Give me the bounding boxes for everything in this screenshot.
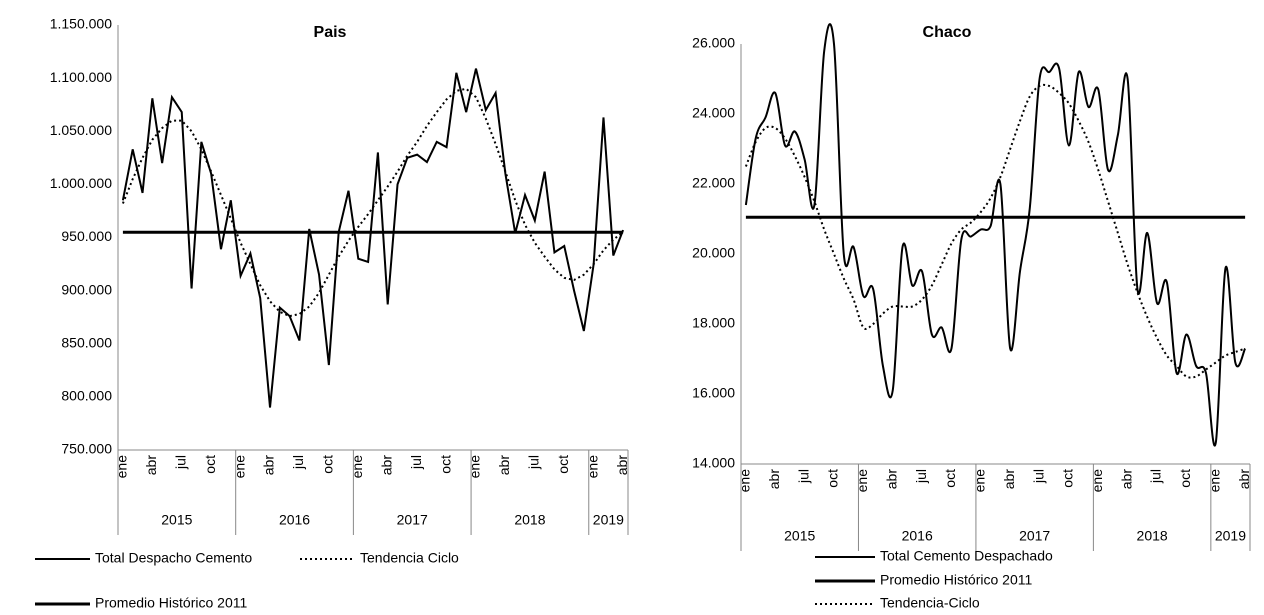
x-group-label: 2017	[1019, 528, 1050, 544]
x-tick-label: ene	[1089, 469, 1105, 493]
series-line	[121, 68, 625, 408]
y-tick-label: 22.000	[692, 175, 735, 191]
x-tick-label: abr	[143, 455, 159, 476]
x-tick-label: ene	[854, 469, 870, 493]
x-tick-label: jul	[795, 469, 811, 484]
x-tick-label: oct	[555, 455, 571, 474]
y-tick-label: 750.000	[61, 441, 112, 457]
series-line	[744, 83, 1246, 379]
series-line	[121, 87, 624, 318]
x-tick-label: abr	[1118, 469, 1134, 490]
y-tick-label: 20.000	[692, 245, 735, 261]
x-group-label: 2016	[279, 512, 310, 528]
x-group-label: 2015	[161, 512, 192, 528]
series-line	[744, 23, 1247, 447]
x-tick-label: oct	[1177, 469, 1193, 488]
x-tick-label: jul	[1148, 469, 1164, 484]
x-tick-label: oct	[202, 455, 218, 474]
x-group-label: 2017	[397, 512, 428, 528]
legend-label: Promedio Histórico 2011	[95, 595, 247, 611]
y-tick-label: 18.000	[692, 315, 735, 331]
x-tick-label: jul	[526, 455, 542, 470]
x-tick-label: ene	[349, 455, 365, 479]
x-tick-label: ene	[737, 469, 753, 493]
y-tick-label: 1.000.000	[50, 175, 112, 191]
x-tick-label: oct	[1060, 469, 1076, 488]
x-tick-label: abr	[883, 469, 899, 490]
x-tick-label: oct	[942, 469, 958, 488]
x-tick-label: ene	[1206, 469, 1222, 493]
y-tick-label: 24.000	[692, 105, 735, 121]
y-tick-label: 14.000	[692, 455, 735, 471]
x-tick-label: jul	[172, 455, 188, 470]
legend-label: Promedio Histórico 2011	[880, 572, 1032, 588]
legend-label: Tendencia Ciclo	[360, 550, 459, 566]
x-tick-label: abr	[766, 469, 782, 490]
chart-title: Pais	[314, 24, 347, 41]
y-tick-label: 16.000	[692, 385, 735, 401]
y-tick-label: 900.000	[61, 281, 112, 297]
y-tick-label: 1.050.000	[50, 122, 112, 138]
x-group-label: 2015	[784, 528, 815, 544]
y-tick-label: 850.000	[61, 334, 112, 350]
x-tick-label: abr	[496, 455, 512, 476]
x-tick-label: ene	[231, 455, 247, 479]
x-tick-label: jul	[290, 455, 306, 470]
x-tick-label: oct	[825, 469, 841, 488]
x-tick-label: ene	[114, 455, 130, 479]
legend-label: Total Cemento Despachado	[880, 548, 1053, 564]
x-tick-label: jul	[913, 469, 929, 484]
chart-title: Chaco	[923, 24, 972, 41]
x-tick-label: abr	[1236, 469, 1252, 490]
x-group-label: 2016	[902, 528, 933, 544]
x-tick-label: abr	[261, 455, 277, 476]
legend-label: Tendencia-Ciclo	[880, 595, 980, 611]
x-tick-label: jul	[1030, 469, 1046, 484]
x-tick-label: abr	[614, 455, 630, 476]
x-tick-label: oct	[437, 455, 453, 474]
x-tick-label: abr	[378, 455, 394, 476]
y-tick-label: 1.100.000	[50, 69, 112, 85]
legend-label: Total Despacho Cemento	[95, 550, 252, 566]
x-group-label: 2019	[1215, 528, 1246, 544]
x-tick-label: ene	[972, 469, 988, 493]
y-tick-label: 800.000	[61, 388, 112, 404]
x-tick-label: ene	[467, 455, 483, 479]
x-tick-label: ene	[584, 455, 600, 479]
y-tick-label: 1.150.000	[50, 16, 112, 32]
y-tick-label: 26.000	[692, 35, 735, 51]
x-group-label: 2018	[1137, 528, 1168, 544]
x-tick-label: oct	[320, 455, 336, 474]
y-tick-label: 950.000	[61, 228, 112, 244]
x-group-label: 2019	[593, 512, 624, 528]
x-tick-label: jul	[408, 455, 424, 470]
x-group-label: 2018	[514, 512, 545, 528]
x-tick-label: abr	[1001, 469, 1017, 490]
